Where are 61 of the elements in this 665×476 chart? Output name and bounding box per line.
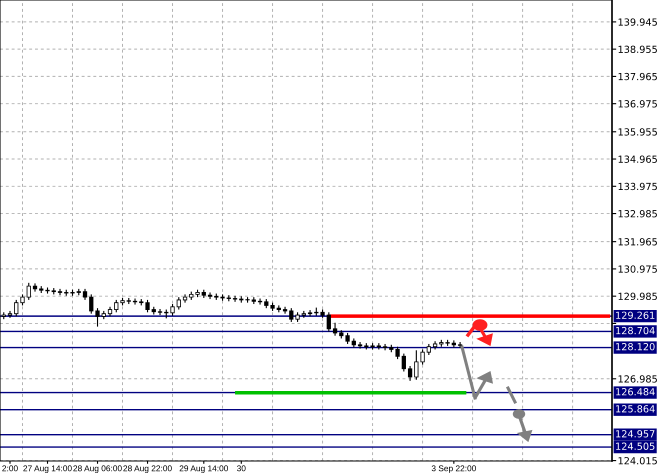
ref-line-label: 124.957 [616, 430, 654, 438]
candlestick [408, 366, 412, 381]
y-tick-label: 137.965 [618, 72, 657, 80]
candlestick [39, 286, 44, 294]
candlestick [332, 322, 338, 336]
candlestick [289, 308, 294, 322]
candlestick [152, 306, 156, 314]
ref-line-label: 124.505 [616, 442, 654, 450]
x-tick-label: 28 Aug 06:00 [73, 465, 122, 473]
candlestick [145, 300, 150, 312]
x-tick-label: 27 Aug 14:00 [23, 465, 72, 473]
candlestick [170, 304, 175, 316]
y-tick-label: 135.955 [618, 128, 657, 136]
candlestick [345, 332, 350, 344]
candlestick [414, 350, 418, 380]
y-tick-label: 133.975 [618, 182, 657, 190]
candlestick [420, 349, 425, 365]
candlestick [176, 297, 181, 310]
x-tick-label: 29 Aug 14:00 [180, 465, 228, 473]
candlestick [189, 292, 194, 300]
candlestick [26, 282, 31, 300]
candlestick [164, 310, 168, 318]
y-tick-label: 136.975 [618, 100, 657, 108]
y-tick-label: 124.015 [618, 457, 657, 464]
candlestick [82, 288, 88, 300]
ref-line-label: 126.484 [616, 388, 655, 396]
y-tick-label: 126.985 [618, 375, 657, 383]
candlestick [252, 297, 256, 304]
x-tick-label: 3 Sep 22:00 [432, 465, 476, 473]
y-tick-label: 134.965 [618, 156, 657, 163]
candlestick [95, 308, 100, 327]
candlestick [89, 294, 94, 314]
y-tick-label: 131.965 [618, 238, 657, 246]
y-tick-label: 138.955 [618, 46, 657, 53]
x-tick-label: 30 [236, 465, 246, 472]
ref-line-label: 129.261 [616, 312, 654, 319]
candlestick [64, 290, 68, 296]
candlestick [14, 300, 18, 316]
candlestick [239, 296, 244, 303]
y-tick-label: 129.985 [618, 292, 657, 300]
candlestick [20, 294, 25, 306]
ref-line-label: 128.120 [616, 343, 655, 350]
candlestick [114, 300, 118, 312]
x-tick-label: 2:00 [2, 465, 18, 472]
x-tick-label: 28 Aug 22:00 [123, 465, 172, 473]
candlestick [426, 344, 431, 355]
candlestick [52, 288, 56, 294]
candlestick [226, 295, 231, 302]
candlestick [76, 288, 81, 296]
y-tick-label: 139.945 [618, 18, 657, 26]
ref-line-label: 128.704 [616, 326, 655, 334]
candlestick [326, 312, 331, 332]
candlestick [202, 290, 206, 298]
ref-line-label: 125.864 [616, 405, 655, 412]
candlestick [70, 290, 75, 296]
candlestick [402, 354, 406, 372]
y-tick-label: 130.975 [618, 265, 657, 273]
candlestick [214, 294, 218, 300]
y-tick-label: 132.985 [618, 210, 657, 218]
candlestick [139, 299, 144, 306]
candlestick [395, 346, 400, 360]
